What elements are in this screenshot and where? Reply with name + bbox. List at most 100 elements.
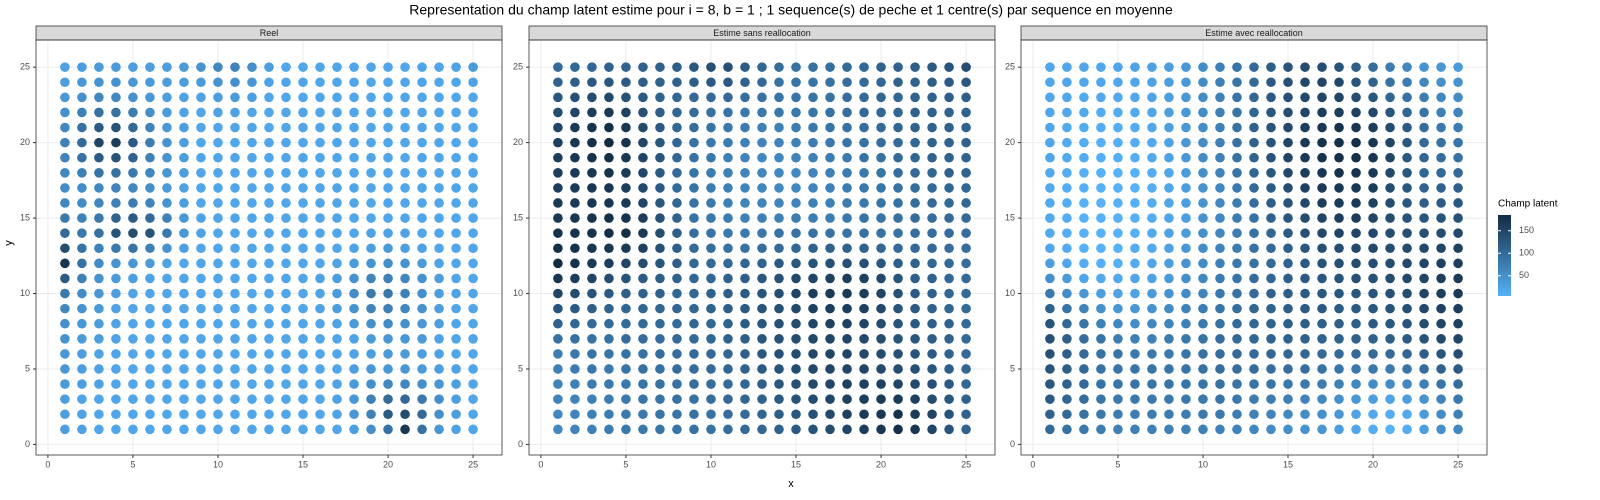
point (910, 424, 920, 435)
point (638, 183, 648, 193)
point (77, 409, 87, 420)
point (400, 62, 410, 72)
point (1232, 198, 1242, 208)
point (1079, 424, 1089, 435)
point (1079, 243, 1089, 254)
point (1130, 77, 1140, 88)
point (179, 168, 189, 178)
point (1130, 213, 1140, 223)
point (1300, 409, 1310, 420)
point (1402, 318, 1412, 329)
point (468, 122, 478, 133)
point (859, 288, 869, 299)
point (60, 62, 70, 72)
x-axis-title: x (788, 478, 794, 490)
point (1062, 198, 1072, 208)
point (1232, 303, 1242, 314)
point (876, 243, 886, 254)
point (1181, 409, 1191, 420)
point (706, 122, 716, 133)
point (774, 122, 784, 133)
point (672, 318, 682, 329)
point (1096, 258, 1106, 269)
point (1130, 122, 1140, 133)
point (1317, 364, 1327, 374)
point (349, 243, 359, 254)
point (672, 273, 682, 284)
point (179, 409, 189, 420)
point (791, 107, 801, 118)
point (1249, 228, 1259, 238)
point (655, 334, 665, 344)
point (417, 334, 427, 344)
point (230, 183, 240, 193)
point (910, 318, 920, 329)
y-tick-label: 5 (25, 363, 30, 373)
point (1079, 273, 1089, 284)
point (77, 107, 87, 118)
point (774, 394, 784, 404)
point (638, 107, 648, 118)
point (315, 122, 325, 133)
point (672, 409, 682, 420)
point (230, 364, 240, 374)
point (1164, 379, 1174, 389)
point (1045, 349, 1055, 359)
point (1249, 62, 1259, 72)
point (1079, 409, 1089, 420)
point (1062, 183, 1072, 193)
point (434, 122, 444, 133)
point (1300, 349, 1310, 359)
point (587, 409, 597, 420)
point (1385, 122, 1395, 133)
point (77, 394, 87, 404)
point (638, 152, 648, 163)
point (1419, 349, 1429, 359)
point (60, 394, 70, 404)
point (1266, 137, 1276, 148)
point (825, 394, 835, 404)
point (689, 213, 699, 223)
point (179, 243, 189, 254)
point (638, 394, 648, 404)
point (128, 288, 138, 299)
point (332, 77, 342, 88)
point (383, 303, 393, 314)
point (1096, 243, 1106, 254)
point (706, 303, 716, 314)
point (213, 349, 223, 359)
point (1351, 152, 1361, 163)
point (944, 394, 954, 404)
point (740, 258, 750, 269)
point (1096, 288, 1106, 299)
point (638, 77, 648, 88)
point (434, 137, 444, 148)
point (1164, 424, 1174, 435)
point (1351, 198, 1361, 208)
x-tick-label: 0 (45, 459, 50, 469)
point (128, 349, 138, 359)
point (604, 243, 614, 254)
point (230, 303, 240, 314)
point (1198, 77, 1208, 88)
point (774, 152, 784, 163)
point (604, 334, 614, 344)
point (417, 62, 427, 72)
point (366, 288, 376, 299)
point (1266, 168, 1276, 178)
point (621, 243, 631, 254)
point (60, 364, 70, 374)
point (1419, 409, 1429, 420)
point (604, 228, 614, 238)
point (349, 273, 359, 284)
point (1113, 183, 1123, 193)
point (876, 183, 886, 193)
point (1062, 424, 1072, 435)
point (77, 152, 87, 163)
point (434, 364, 444, 374)
point (128, 364, 138, 374)
point (638, 364, 648, 374)
point (655, 168, 665, 178)
point (400, 394, 410, 404)
point (1113, 273, 1123, 284)
